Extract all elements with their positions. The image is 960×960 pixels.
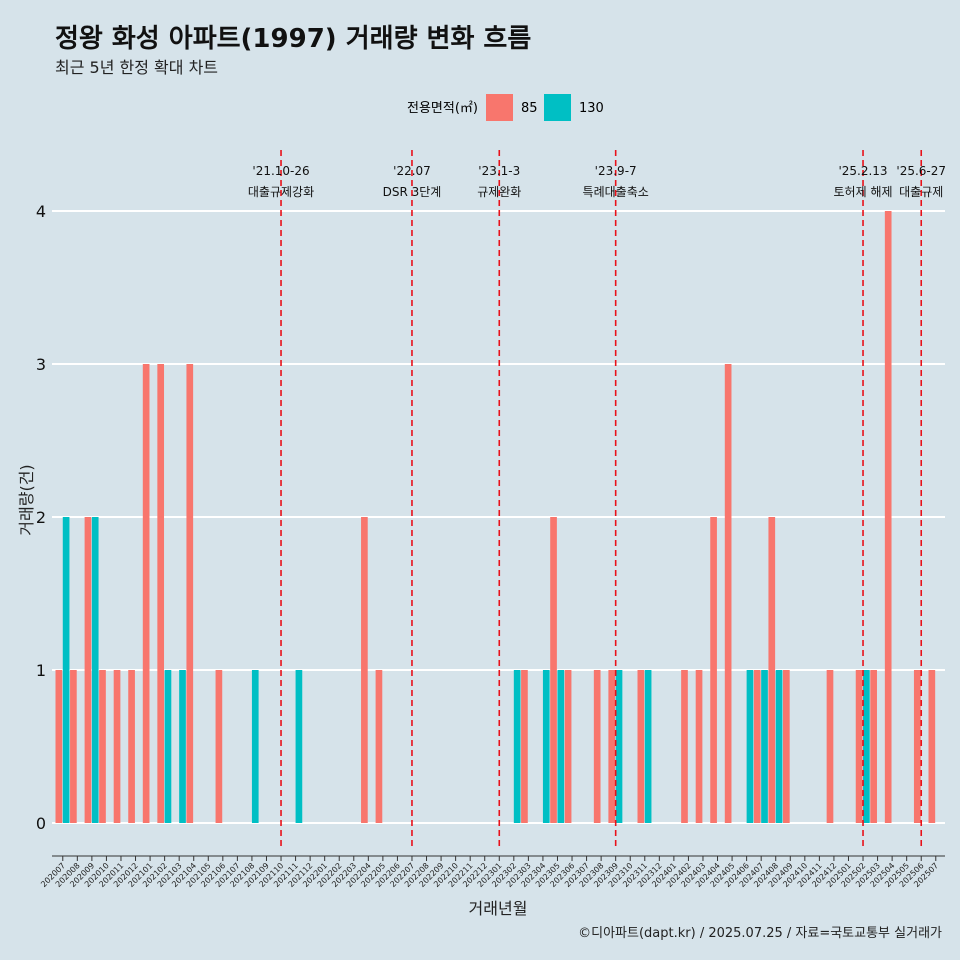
bar-130-202502: [863, 670, 870, 823]
bar-85-202303: [521, 670, 528, 823]
legend-title: 전용면적(㎡): [407, 101, 478, 116]
bar-130-202408: [775, 670, 783, 823]
bar-130-202305: [557, 670, 565, 823]
bar-85-202008: [70, 670, 77, 823]
event-label-1: DSR 3단계: [383, 185, 442, 199]
legend-label-85: 85: [521, 101, 538, 116]
bar-130-202102: [164, 670, 172, 823]
bar-130-202009: [91, 517, 99, 823]
bar-85-202403: [695, 670, 703, 823]
bar-85-202101: [142, 364, 150, 823]
bar-130-202309: [615, 670, 623, 823]
y-tick-label-0: 0: [36, 814, 46, 833]
event-label-2: 규제완화: [477, 185, 521, 199]
chart-title: 정왕 화성 아파트(1997) 거래량 변화 흐름: [55, 24, 532, 54]
y-tick-label-3: 3: [36, 355, 46, 374]
x-axis-title: 거래년월: [469, 899, 528, 918]
bar-130-202103: [179, 670, 186, 823]
bar-85-202309: [608, 670, 616, 823]
event-lines: '21.10-26 대출규제강화 '22.07 DSR 3단계 '23.1-3 규제완화 '…: [248, 150, 946, 850]
bar-130-202406: [746, 670, 754, 823]
legend-swatch-85: [486, 94, 513, 121]
bar-130-202007: [62, 517, 70, 823]
legend-label-130: 130: [579, 101, 604, 116]
bar-85-202104: [186, 364, 194, 823]
bar-85-202405: [724, 364, 732, 823]
bar-130-202311: [644, 670, 652, 823]
bar-85-202504: [884, 211, 892, 823]
bar-130-202407: [761, 670, 768, 823]
bar-85-202409: [783, 670, 790, 823]
bar-130-202304: [542, 670, 550, 823]
bar-85-202502: [855, 670, 863, 823]
bar-85-202012: [128, 670, 135, 823]
bar-85-202311: [637, 670, 645, 823]
event-label-0: 대출규제강화: [248, 185, 314, 199]
legend: 전용면적(㎡) 85 130: [407, 94, 604, 121]
event-date-5: '25.6-27: [896, 164, 946, 178]
y-axis-title: 거래량(건): [17, 464, 36, 535]
bar-85-202407: [753, 670, 761, 823]
bar-130-202111: [295, 670, 303, 823]
bar-85-202402: [681, 670, 688, 823]
axes: 0123420200720200820200920201020201120201…: [17, 202, 945, 918]
bar-85-202408: [768, 517, 776, 823]
event-label-3: 특례대출축소: [583, 185, 649, 199]
bar-85-202204: [361, 517, 368, 823]
bar-85-202507: [928, 670, 936, 823]
event-date-0: '21.10-26: [252, 164, 309, 178]
bar-85-202306: [564, 670, 572, 823]
chart-subtitle: 최근 5년 한정 확대 차트: [55, 58, 219, 77]
chart-caption: ©디아파트(dapt.kr) / 2025.07.25 / 자료=국토교통부 실…: [578, 926, 942, 941]
event-label-5: 대출규제: [899, 185, 943, 199]
y-tick-label-4: 4: [36, 202, 46, 221]
event-date-1: '22.07: [393, 164, 431, 178]
bar-130-202108: [251, 670, 259, 823]
bar-85-202010: [99, 670, 106, 823]
bar-85-202404: [710, 517, 717, 823]
bar-130-202302: [513, 670, 521, 823]
bar-85-202412: [826, 670, 834, 823]
bar-85-202305: [550, 517, 557, 823]
bar-85-202007: [55, 670, 63, 823]
bar-85-202308: [593, 670, 601, 823]
bar-85-202503: [870, 670, 877, 823]
y-tick-label-1: 1: [36, 661, 46, 680]
bar-85-202011: [113, 670, 121, 823]
bar-85-202009: [84, 517, 92, 823]
bar-85-202205: [375, 670, 383, 823]
bar-85-202102: [157, 364, 165, 823]
bar-85-202106: [215, 670, 223, 823]
bar-85-202506: [913, 670, 921, 823]
legend-swatch-130: [544, 94, 571, 121]
y-tick-label-2: 2: [36, 508, 46, 527]
event-label-4: 토허제 해제: [834, 185, 893, 199]
bars: [55, 211, 936, 823]
event-date-4: '25.2.13: [838, 164, 887, 178]
event-date-2: '23.1-3: [478, 164, 520, 178]
event-date-3: '23.9-7: [595, 164, 637, 178]
